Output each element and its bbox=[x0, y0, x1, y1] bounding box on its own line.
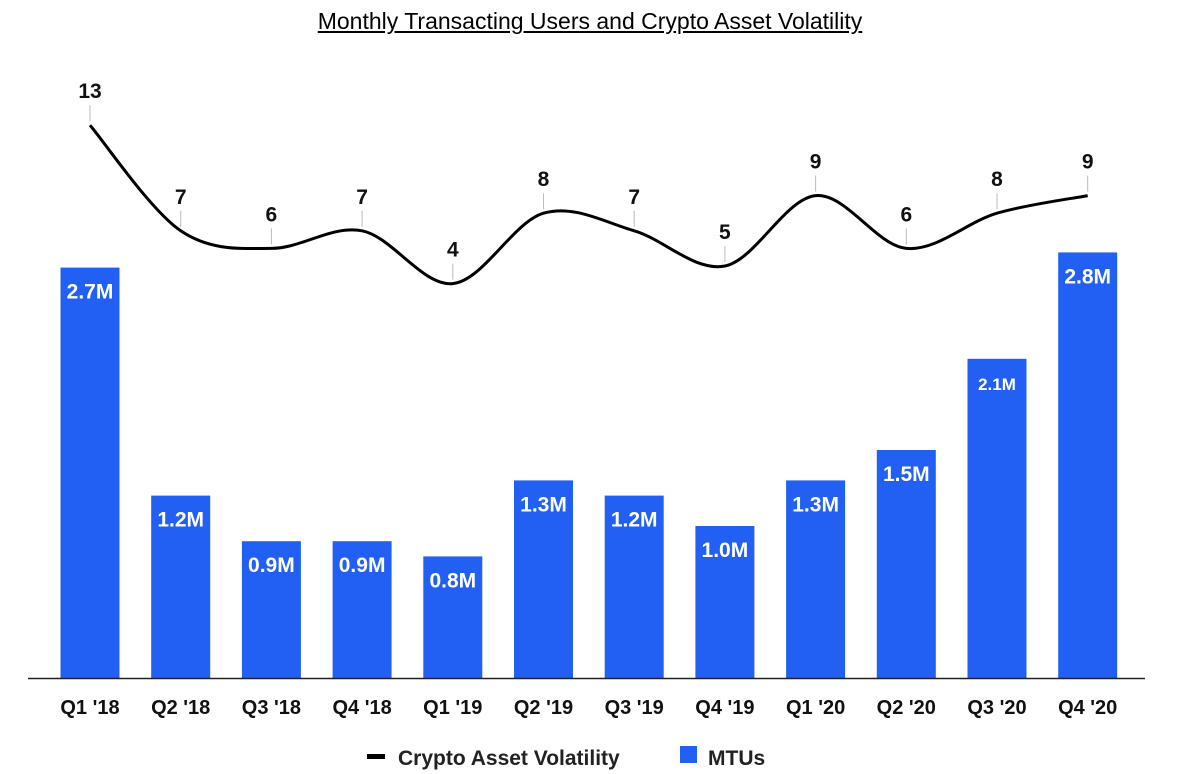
volatility-label-q1-20: 9 bbox=[810, 151, 822, 174]
legend: Crypto Asset Volatility MTUs bbox=[367, 746, 765, 770]
legend-label-volatility: Crypto Asset Volatility bbox=[398, 747, 620, 770]
bar-mtus-q2-19 bbox=[514, 480, 573, 678]
volatility-label-q1-18: 13 bbox=[78, 80, 101, 103]
bar-mtus-q2-20 bbox=[876, 450, 936, 678]
bar-mtus-q1-20 bbox=[786, 480, 846, 678]
bar-label-q4-18: 0.9M bbox=[339, 554, 386, 577]
bar-label-q4-20: 2.8M bbox=[1064, 265, 1111, 288]
volatility-label-q3-20: 8 bbox=[991, 168, 1003, 191]
volatility-label-q2-19: 8 bbox=[538, 168, 550, 191]
x-tick-label-q2-19: Q2 '19 bbox=[514, 697, 573, 719]
x-tick-label-q2-20: Q2 '20 bbox=[877, 697, 936, 719]
volatility-line bbox=[88, 124, 1088, 286]
volatility-label-q3-18: 6 bbox=[266, 203, 278, 226]
x-tick-label-q1-19: Q1 '19 bbox=[423, 697, 482, 719]
volatility-label-q4-19: 5 bbox=[719, 221, 731, 244]
legend-label-mtus: MTUs bbox=[708, 747, 765, 770]
bar-label-q2-20: 1.5M bbox=[883, 463, 930, 486]
x-tick-label-q2-18: Q2 '18 bbox=[151, 697, 210, 719]
bar-label-q1-20: 1.3M bbox=[792, 493, 839, 516]
volatility-label-q2-18: 7 bbox=[175, 186, 187, 209]
x-tick-label-q1-20: Q1 '20 bbox=[786, 697, 845, 719]
bar-mtus-q4-19 bbox=[695, 526, 755, 678]
volatility-label-q2-20: 6 bbox=[900, 203, 912, 226]
bar-label-q3-18: 0.9M bbox=[248, 554, 295, 577]
legend-swatch-mtus bbox=[680, 746, 697, 763]
x-tick-label-q4-20: Q4 '20 bbox=[1058, 697, 1117, 719]
volatility-label-q4-18: 7 bbox=[356, 186, 368, 209]
bar-label-q1-18: 2.7M bbox=[67, 281, 114, 304]
bar-label-q1-19: 0.8M bbox=[429, 569, 476, 592]
x-tick-label-q3-20: Q3 '20 bbox=[967, 697, 1026, 719]
x-tick-label-q3-19: Q3 '19 bbox=[605, 697, 664, 719]
bar-mtus-q1-19 bbox=[423, 556, 483, 678]
bar-label-q2-18: 1.2M bbox=[157, 509, 204, 532]
volatility-label-q4-20: 9 bbox=[1082, 151, 1094, 174]
bar-label-q2-19: 1.3M bbox=[520, 493, 567, 516]
x-tick-label-q4-19: Q4 '19 bbox=[695, 697, 754, 719]
bar-mtus-q3-19 bbox=[604, 495, 664, 678]
x-tick-label-q1-18: Q1 '18 bbox=[60, 697, 119, 719]
chart-title: Monthly Transacting Users and Crypto Ass… bbox=[317, 8, 863, 34]
volatility-label-q3-19: 7 bbox=[628, 186, 640, 209]
legend-swatch-volatility bbox=[367, 754, 385, 759]
bar-label-q4-19: 1.0M bbox=[702, 539, 749, 562]
bar-mtus-q3-18 bbox=[241, 541, 301, 678]
bar-mtus-q3-20 bbox=[967, 358, 1027, 678]
bar-mtus-q1-18 bbox=[60, 267, 120, 678]
x-tick-label-q4-18: Q4 '18 bbox=[332, 697, 391, 719]
bar-label-q3-20: 2.1M bbox=[978, 375, 1016, 394]
volatility-label-q1-19: 4 bbox=[447, 239, 459, 262]
bar-mtus-q4-20 bbox=[1058, 252, 1118, 678]
x-tick-label-q3-18: Q3 '18 bbox=[242, 697, 301, 719]
bar-mtus-q2-18 bbox=[151, 495, 211, 678]
bar-mtus-q4-18 bbox=[332, 541, 392, 678]
bar-label-q3-19: 1.2M bbox=[611, 509, 658, 532]
